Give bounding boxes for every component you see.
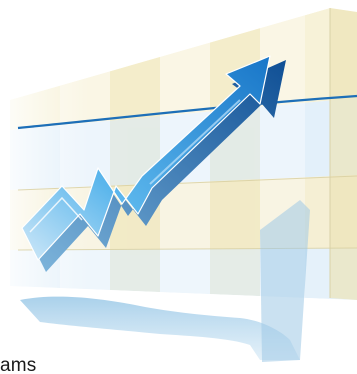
arrow-reflection (20, 296, 300, 360)
arrow-face (21, 55, 271, 261)
caption-fragment: ams (0, 355, 37, 374)
horizontal-line (17, 94, 357, 130)
panel-edge (330, 8, 357, 300)
